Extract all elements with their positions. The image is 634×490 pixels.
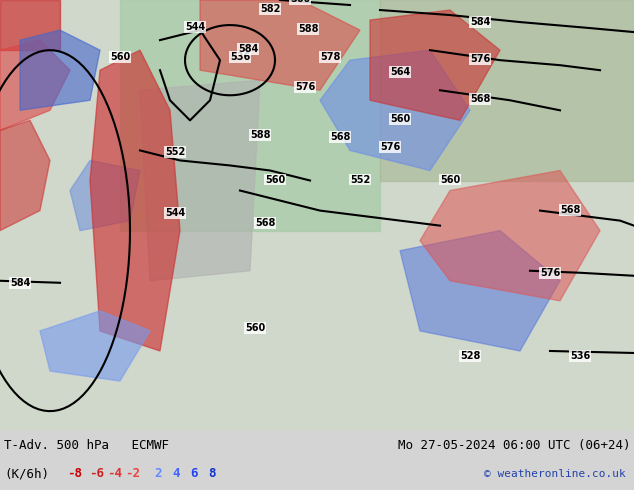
Text: 2: 2: [154, 467, 162, 480]
Text: Mo 27-05-2024 06:00 UTC (06+24): Mo 27-05-2024 06:00 UTC (06+24): [398, 439, 630, 452]
Text: -6: -6: [89, 467, 105, 480]
Text: 560: 560: [110, 52, 130, 62]
Text: 560: 560: [290, 0, 310, 4]
Text: 576: 576: [540, 268, 560, 278]
Text: 588: 588: [298, 24, 318, 34]
Text: 584: 584: [10, 278, 30, 288]
Polygon shape: [40, 311, 150, 381]
Text: 568: 568: [330, 132, 351, 143]
Text: 8: 8: [208, 467, 216, 480]
Text: -8: -8: [67, 467, 82, 480]
Polygon shape: [20, 30, 100, 110]
Text: 560: 560: [265, 174, 285, 185]
Text: 588: 588: [250, 130, 271, 141]
Text: 576: 576: [295, 82, 315, 92]
Text: 584: 584: [238, 44, 259, 54]
Polygon shape: [120, 0, 380, 231]
Text: 544: 544: [185, 22, 205, 32]
Polygon shape: [400, 231, 560, 351]
Text: 528: 528: [460, 351, 481, 361]
Text: © weatheronline.co.uk: © weatheronline.co.uk: [484, 469, 626, 479]
Text: 568: 568: [560, 205, 580, 215]
Text: -4: -4: [108, 467, 122, 480]
Polygon shape: [70, 160, 140, 231]
Text: 560: 560: [245, 323, 265, 333]
Polygon shape: [140, 80, 260, 281]
Text: 536: 536: [230, 52, 250, 62]
Text: 576: 576: [380, 143, 400, 152]
Text: -2: -2: [126, 467, 141, 480]
Text: 584: 584: [470, 17, 490, 27]
Text: 536: 536: [570, 351, 590, 361]
Polygon shape: [420, 171, 600, 301]
Text: 578: 578: [320, 52, 340, 62]
Text: 560: 560: [390, 114, 410, 124]
Polygon shape: [320, 50, 470, 171]
Polygon shape: [380, 0, 634, 180]
Text: 6: 6: [190, 467, 198, 480]
Text: T-Adv. 500 hPa   ECMWF: T-Adv. 500 hPa ECMWF: [4, 439, 169, 452]
Text: 576: 576: [470, 54, 490, 64]
Polygon shape: [0, 0, 60, 50]
Text: 582: 582: [260, 4, 280, 14]
Text: 4: 4: [172, 467, 180, 480]
Text: 552: 552: [350, 174, 370, 185]
Polygon shape: [0, 40, 70, 130]
Text: (K/6h): (K/6h): [4, 467, 49, 480]
Text: 544: 544: [165, 208, 185, 218]
Text: 564: 564: [390, 67, 410, 77]
Text: 560: 560: [440, 174, 460, 185]
Polygon shape: [0, 121, 50, 231]
Text: 568: 568: [470, 94, 490, 104]
Polygon shape: [200, 0, 360, 90]
Text: 568: 568: [255, 218, 275, 228]
Text: 552: 552: [165, 147, 185, 157]
Polygon shape: [90, 50, 180, 351]
Polygon shape: [370, 10, 500, 121]
